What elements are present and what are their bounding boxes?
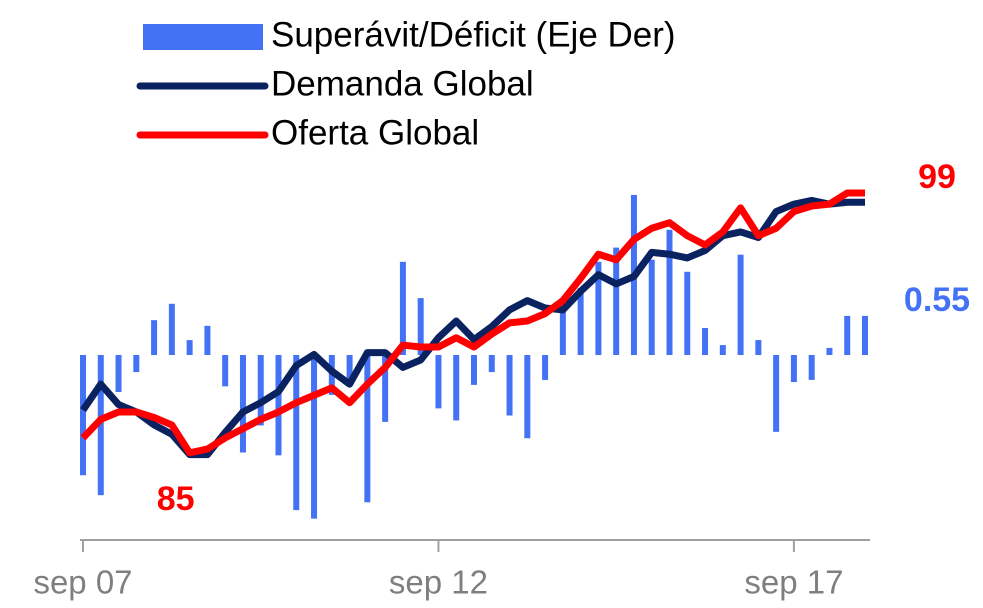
x-tick-label: sep 07 (33, 564, 132, 601)
bar (435, 355, 442, 409)
bar (293, 355, 300, 511)
bar (719, 345, 726, 356)
data-label: 99 (918, 158, 956, 196)
bar (133, 355, 140, 373)
bar (773, 355, 780, 432)
bar (115, 355, 122, 393)
bar (506, 355, 513, 416)
bar (684, 271, 691, 356)
line (80, 196, 865, 459)
bar (808, 355, 815, 380)
bar (666, 229, 673, 356)
bar (648, 259, 655, 356)
bar (737, 254, 744, 356)
bar (862, 315, 868, 356)
bar (524, 355, 531, 439)
bar (595, 261, 602, 356)
bar (346, 355, 353, 380)
line (80, 189, 865, 457)
bar (311, 355, 318, 519)
bar (417, 298, 424, 356)
x-tick-label: sep 12 (389, 564, 488, 601)
bar (790, 355, 797, 383)
bar (577, 288, 584, 356)
bar (399, 261, 406, 356)
bar (364, 355, 371, 503)
x-tick-label: sep 17 (744, 564, 843, 601)
legend-swatch (143, 24, 263, 50)
bar (471, 355, 477, 385)
legend-label: Demanda Global (271, 64, 534, 103)
bar (97, 355, 104, 496)
bar (151, 320, 158, 356)
bar (382, 355, 389, 422)
bar (826, 347, 833, 356)
data-label: 0.55 (904, 281, 970, 319)
bar (844, 315, 851, 356)
bar (168, 303, 175, 356)
legend-label: Superávit/Déficit (Eje Der) (271, 15, 676, 54)
legend-label: Oferta Global (271, 113, 479, 152)
bar (239, 355, 246, 453)
data-label: 85 (157, 480, 195, 518)
bar (453, 355, 460, 421)
bar (488, 355, 495, 373)
bar (702, 327, 709, 356)
bar (613, 247, 620, 356)
bar (257, 355, 264, 426)
bar (80, 355, 86, 476)
bar (275, 355, 282, 456)
bar (559, 311, 566, 356)
bar (542, 355, 549, 380)
bar (222, 355, 229, 387)
bar (186, 340, 193, 356)
bar (204, 325, 211, 356)
bar (755, 340, 762, 356)
